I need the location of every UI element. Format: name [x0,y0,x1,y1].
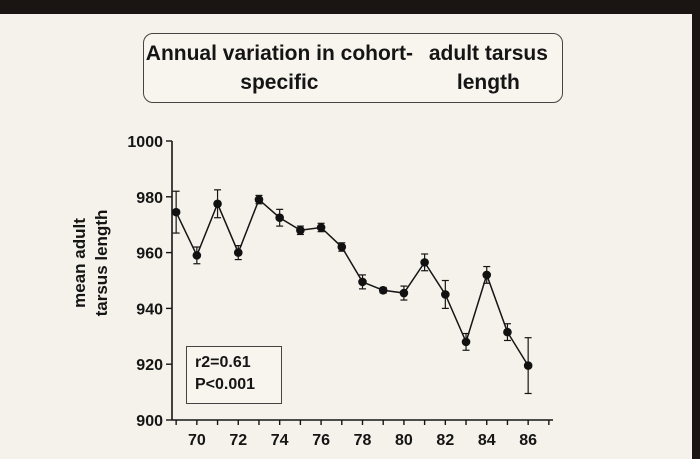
data-point [358,277,367,287]
data-point [337,242,347,252]
data-point [461,337,471,347]
stats-annotation: r2=0.61 P<0.001 [186,346,282,404]
data-point [399,288,409,298]
y-tick-label: 940 [136,301,163,318]
y-tick-label: 960 [136,246,163,263]
x-tick-label: 84 [478,432,496,449]
x-tick-label: 78 [354,432,372,449]
data-point [420,258,429,267]
chart-title-line-1: Annual variation in cohort-specific [145,42,413,94]
data-point [171,207,181,217]
data-point [482,270,492,280]
y-tick-label: 920 [136,357,163,374]
x-tick-label: 86 [519,432,537,449]
y-tick-label: 980 [136,190,163,207]
x-tick-label: 70 [188,432,206,449]
data-point [523,361,533,370]
stats-r2: r2=0.61 [195,354,251,371]
data-point [233,248,243,257]
x-tick-label: 76 [312,432,330,449]
x-tick-label: 80 [395,432,413,449]
data-point [275,213,284,223]
y-tick-label: 900 [136,413,163,430]
x-tick-label: 82 [436,432,454,449]
data-point [441,290,450,299]
x-tick-label: 72 [229,432,247,449]
x-tick-label: 74 [271,432,289,449]
series-line [175,198,529,366]
data-point [192,251,202,260]
data-point [296,225,305,235]
data-point [213,199,222,209]
data-point [503,327,512,337]
chart-title: Annual variation in cohort-specific adul… [143,33,563,103]
data-point [316,223,326,232]
data-point [378,285,388,295]
stats-p-value: P<0.001 [195,376,256,393]
y-tick-label: 1000 [127,134,163,151]
data-point [254,195,264,204]
chart-title-line-2: adult tarsus length [428,42,548,94]
